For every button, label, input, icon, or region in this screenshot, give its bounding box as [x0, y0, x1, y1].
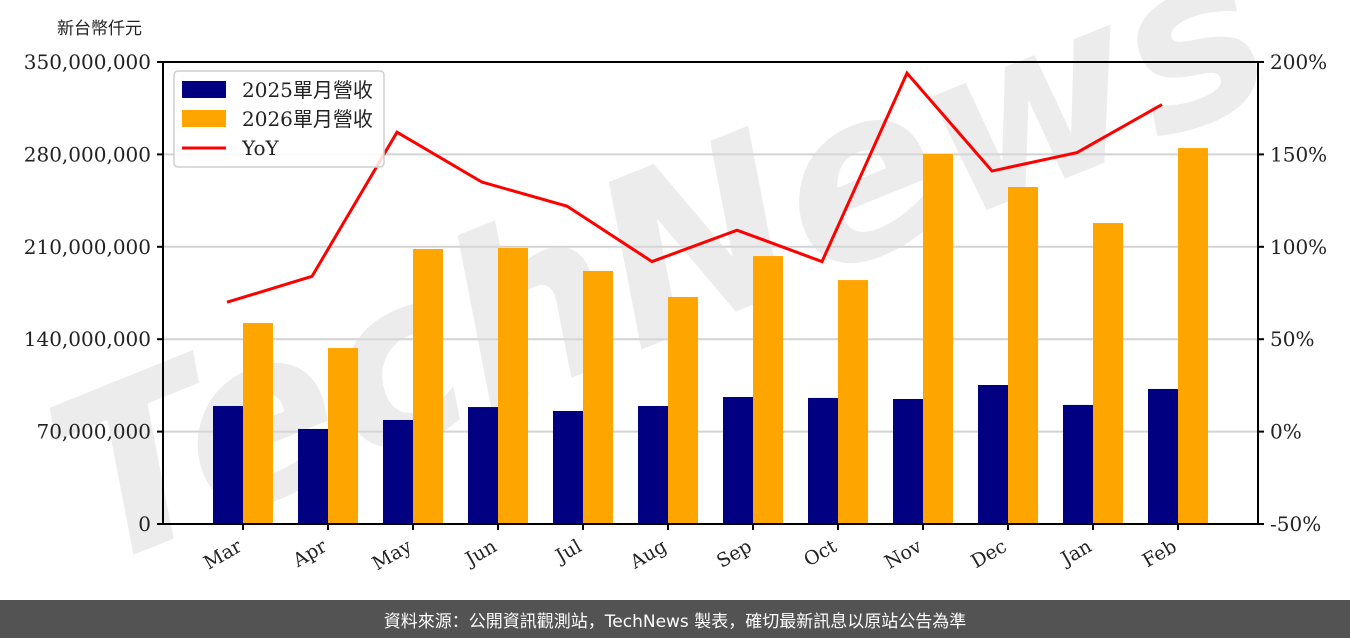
- y2-tick-label: 50%: [1270, 327, 1314, 351]
- plot-frame: [162, 61, 1259, 525]
- bar-2026: [243, 322, 273, 524]
- y-tick-label: 210,000,000: [24, 235, 151, 259]
- y-tick-label: 280,000,000: [24, 142, 151, 166]
- bar-2025: [213, 405, 243, 524]
- bar-2025: [1063, 404, 1093, 524]
- bar-2025: [468, 407, 498, 524]
- x-tick-label: Feb: [1139, 535, 1181, 572]
- bar-2026: [753, 256, 783, 524]
- bar-2025: [978, 385, 1008, 524]
- bars: [213, 148, 1208, 525]
- bar-2026: [838, 280, 868, 524]
- legend-swatch: [182, 110, 226, 127]
- y2-tick-label: 0%: [1270, 420, 1302, 444]
- x-tick-label: May: [369, 535, 416, 575]
- legend-label: YoY: [241, 136, 280, 160]
- legend: 2025單月營收 2026單月營收 YoY: [173, 70, 385, 168]
- y2-tick-label: 150%: [1270, 142, 1327, 166]
- bar-2025: [893, 398, 923, 524]
- x-tick-label: Oct: [800, 535, 841, 571]
- bar-2026: [413, 249, 443, 524]
- bar-2026: [328, 348, 358, 524]
- bar-2025: [553, 411, 583, 524]
- bar-2026: [498, 247, 528, 524]
- y-tick-label: 0: [138, 512, 151, 536]
- bar-2025: [1148, 388, 1178, 524]
- bar-2026: [1008, 187, 1038, 524]
- y-tick-label: 350,000,000: [24, 50, 151, 74]
- bar-2025: [638, 405, 668, 524]
- bar-2025: [383, 419, 413, 524]
- y-tick-label: 70,000,000: [36, 420, 151, 444]
- x-tick-label: Jul: [550, 535, 585, 568]
- revenue-chart: TechNews070,000,000140,000,000210,000,00…: [17, 0, 1328, 600]
- x-tick-label: Aug: [626, 535, 671, 574]
- y2-tick-label: 100%: [1270, 235, 1327, 259]
- bar-2026: [583, 270, 613, 524]
- bar-2026: [668, 296, 698, 524]
- left-y-axis: 0 70,000,000 140,000,000 210,000,000 280,000…: [24, 50, 163, 536]
- x-tick-label: Jun: [460, 535, 501, 571]
- x-tick-label: Sep: [713, 535, 756, 572]
- y-tick-label: 140,000,000: [24, 327, 151, 351]
- legend-swatch: [182, 81, 226, 98]
- x-axis: Mar Apr May Jun Jul Aug Sep Oct Nov Dec Jan Feb: [200, 524, 1181, 575]
- legend-label: 2026單月營收: [242, 107, 373, 131]
- y2-tick-label: -50%: [1270, 512, 1321, 536]
- bar-2026: [1178, 148, 1208, 524]
- bar-2025: [808, 397, 838, 524]
- x-tick-label: Jan: [1056, 535, 1096, 571]
- y2-tick-label: 200%: [1270, 50, 1327, 74]
- legend-label: 2025單月營收: [242, 78, 373, 102]
- y-axis-unit-label: 新台幣仟元: [57, 19, 142, 39]
- x-tick-label: Nov: [881, 535, 926, 574]
- bar-2025: [298, 428, 328, 524]
- bar-2026: [923, 154, 953, 524]
- right-y-axis: -50% 0% 50% 100% 150% 200%: [1258, 50, 1327, 536]
- bar-2025: [723, 397, 753, 524]
- x-tick-label: Dec: [967, 535, 1010, 573]
- bar-2026: [1093, 223, 1123, 525]
- source-footer: 資料來源：公開資訊觀測站，TechNews 製表，確切最新訊息以原站公告為準: [0, 600, 1350, 638]
